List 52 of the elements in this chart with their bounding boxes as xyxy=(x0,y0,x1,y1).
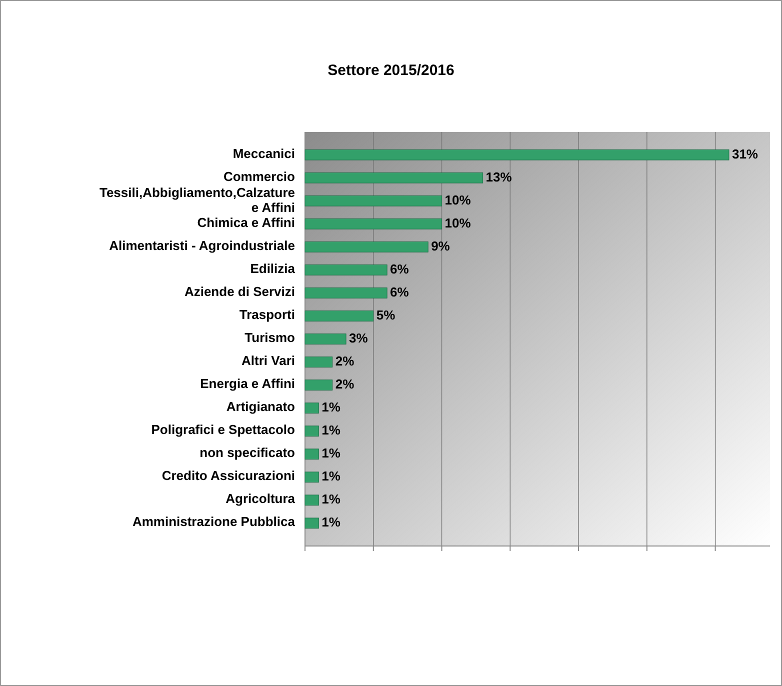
y-tick-label: Trasporti xyxy=(239,307,295,322)
bar xyxy=(304,518,319,529)
data-label: 1% xyxy=(322,492,341,507)
bar xyxy=(304,149,730,160)
y-tick-label: Altri Vari xyxy=(242,353,295,368)
bar xyxy=(304,288,388,298)
y-tick-label: Commercio xyxy=(223,169,296,184)
y-tick-label: Energia e Affini xyxy=(200,376,295,392)
y-tick-label: Amministrazione Pubblica xyxy=(132,514,296,530)
bar xyxy=(304,426,319,437)
data-label: 10% xyxy=(444,192,472,208)
y-tick-label: Aziende di Servizi xyxy=(184,284,295,300)
bar xyxy=(304,172,484,184)
bar xyxy=(304,402,319,414)
bar xyxy=(304,264,388,276)
data-label: 5% xyxy=(376,307,396,322)
bar xyxy=(304,218,442,230)
data-label: 1% xyxy=(322,514,341,530)
data-label: 10% xyxy=(444,215,472,230)
data-label: 1% xyxy=(322,468,341,484)
bar xyxy=(304,472,319,483)
bar xyxy=(304,241,428,252)
y-tick-label: Poligrafici e Spettacolo xyxy=(151,422,296,438)
y-tick-label: Edilizia xyxy=(250,261,296,276)
data-label: 6% xyxy=(390,261,410,276)
data-label: 6% xyxy=(390,284,410,300)
y-tick-label: Credito Assicurazioni xyxy=(162,468,295,484)
bar xyxy=(304,310,374,322)
bar xyxy=(304,494,319,506)
data-label: 31% xyxy=(732,146,758,162)
bar xyxy=(304,356,333,368)
chart-title: Settore 2015/2016 xyxy=(328,62,454,79)
data-label: 9% xyxy=(431,238,450,254)
y-tick-label: Artigianato xyxy=(226,399,296,414)
y-tick-label: Meccanici xyxy=(232,146,295,162)
y-tick-label: Chimica e Affini xyxy=(197,215,295,230)
data-label: 3% xyxy=(349,330,368,346)
bar xyxy=(304,380,333,390)
y-tick-label: Alimentaristi - Agroindustriale xyxy=(109,238,295,254)
y-tick-label: Turismo xyxy=(244,330,296,346)
y-tick-label: Agricoltura xyxy=(226,492,296,507)
data-label: 1% xyxy=(322,422,341,438)
data-label: 13% xyxy=(486,169,512,184)
data-label: 1% xyxy=(322,446,341,461)
bar xyxy=(304,195,442,206)
y-tick-label: non specificato xyxy=(200,446,296,461)
data-label: 1% xyxy=(322,399,341,414)
y-tick-label: Tessili,Abbigliamento,Calzature e Affini xyxy=(99,185,295,216)
data-label: 2% xyxy=(335,353,355,368)
data-label: 2% xyxy=(335,376,355,392)
bar xyxy=(304,334,346,344)
bar xyxy=(304,448,319,460)
